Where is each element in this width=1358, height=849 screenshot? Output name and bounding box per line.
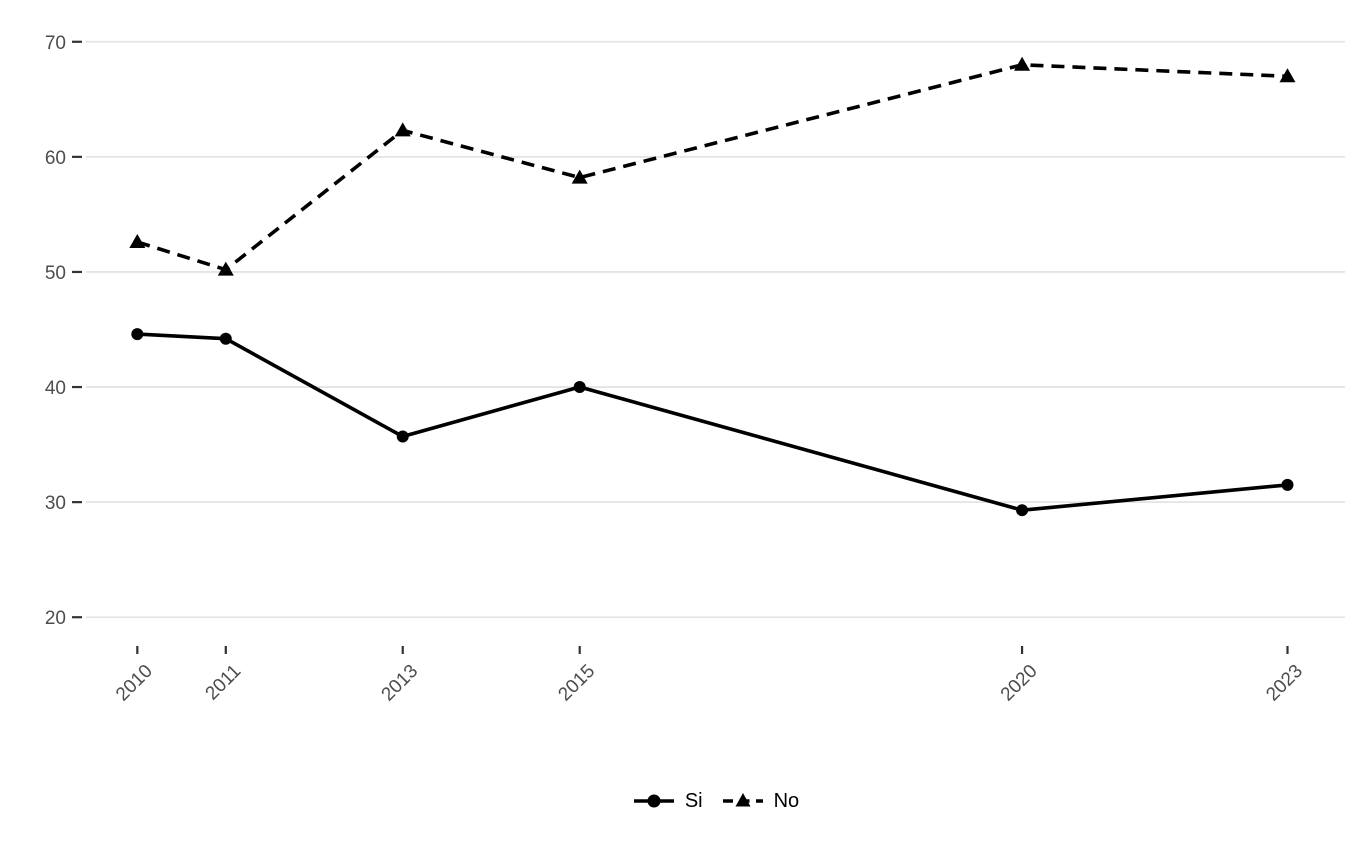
- y-tick-label: 60: [45, 148, 66, 169]
- data-point-circle-si: [1016, 504, 1029, 517]
- legend-key-triangle-icon: [722, 793, 763, 807]
- legend-key-circle-icon: [633, 794, 674, 808]
- data-point-circle-si: [131, 328, 144, 341]
- series-line-si: [137, 332, 1288, 513]
- y-tick-label: 20: [45, 608, 66, 629]
- y-tick-label: 50: [45, 263, 66, 284]
- legend-item-si: Si: [632, 789, 703, 813]
- data-point-triangle-no: [217, 261, 234, 276]
- legend-key-marker: [647, 794, 661, 808]
- legend-label-no: No: [773, 790, 800, 812]
- data-point-triangle-no: [1279, 68, 1296, 83]
- data-point-triangle-no: [129, 234, 146, 249]
- series-line-no: [136, 63, 1288, 272]
- y-tick-label: 40: [45, 378, 66, 399]
- data-point-triangle-no: [394, 122, 411, 137]
- chart-legend: Si No: [86, 781, 1345, 821]
- x-tick-label: 2011: [202, 661, 246, 705]
- x-tick-label: 2010: [112, 661, 157, 706]
- data-point-triangle-no: [1014, 56, 1031, 71]
- data-point-circle-si: [396, 430, 409, 443]
- x-tick-label: 2020: [997, 661, 1042, 706]
- data-point-circle-si: [219, 332, 232, 345]
- legend-item-no: No: [721, 789, 800, 813]
- x-tick-label: 2015: [554, 661, 599, 706]
- legend-label-si: Si: [684, 790, 703, 812]
- legend-key-marker: [735, 793, 751, 807]
- data-point-circle-si: [1281, 478, 1294, 491]
- data-point-triangle-no: [571, 169, 588, 184]
- data-point-circle-si: [573, 381, 586, 394]
- y-tick-label: 30: [45, 493, 66, 514]
- y-tick-label: 70: [45, 33, 66, 54]
- x-tick-label: 2023: [1262, 661, 1307, 706]
- x-tick-label: 2013: [378, 661, 423, 706]
